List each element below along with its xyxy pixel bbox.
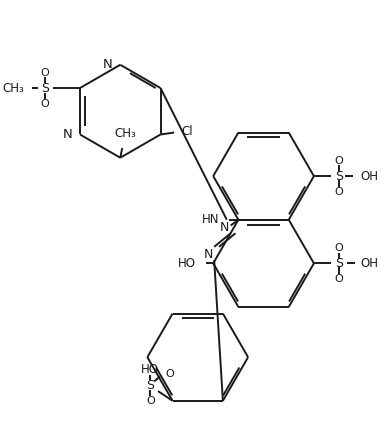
Text: O: O xyxy=(166,369,174,378)
Text: HN: HN xyxy=(202,213,219,226)
Text: O: O xyxy=(41,67,50,77)
Text: S: S xyxy=(146,379,154,392)
Text: Cl: Cl xyxy=(182,125,194,138)
Text: N: N xyxy=(62,128,72,141)
Text: O: O xyxy=(41,99,50,109)
Text: CH₃: CH₃ xyxy=(2,82,24,95)
Text: O: O xyxy=(146,396,155,406)
Text: S: S xyxy=(335,257,343,270)
Text: S: S xyxy=(41,82,49,95)
Text: N: N xyxy=(204,248,213,261)
Text: HO: HO xyxy=(141,363,159,376)
Text: CH₃: CH₃ xyxy=(114,127,136,140)
Text: S: S xyxy=(335,170,343,183)
Text: O: O xyxy=(335,187,343,197)
Text: O: O xyxy=(335,274,343,284)
Text: HO: HO xyxy=(178,257,196,270)
Text: OH: OH xyxy=(360,257,378,270)
Text: O: O xyxy=(335,156,343,165)
Text: N: N xyxy=(103,58,112,71)
Text: O: O xyxy=(335,243,343,253)
Text: OH: OH xyxy=(360,170,378,183)
Text: N: N xyxy=(220,221,229,234)
